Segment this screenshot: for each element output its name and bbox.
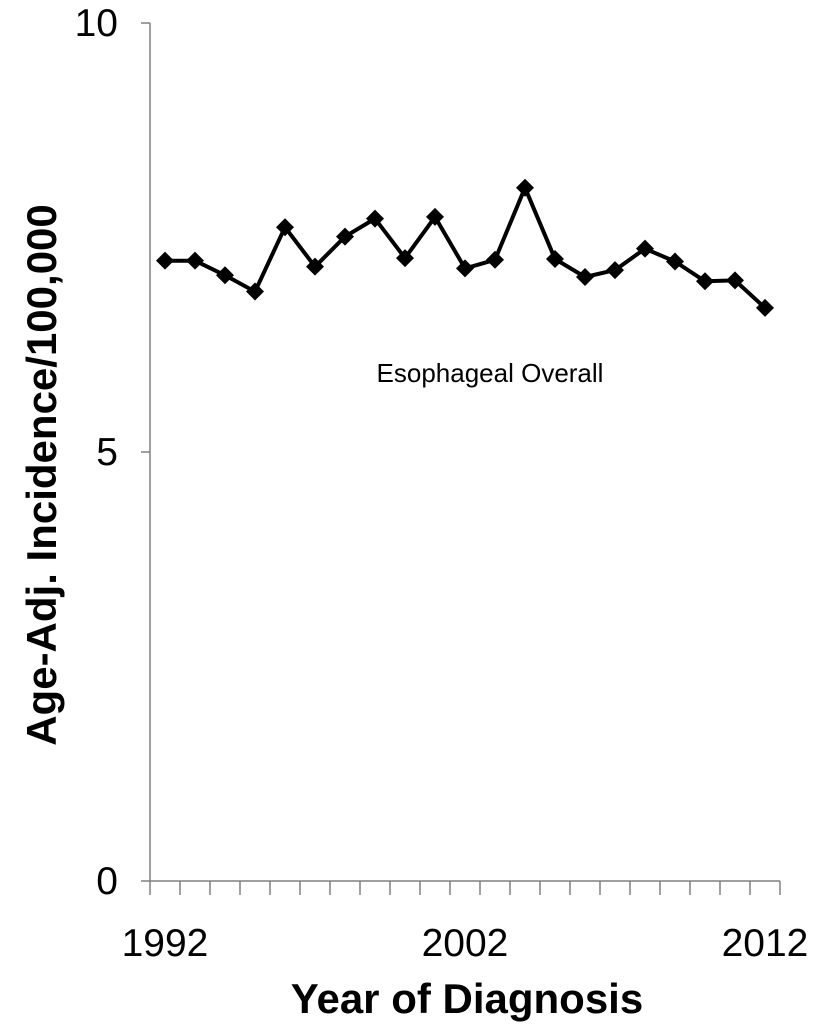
y-tick-label: 10 <box>75 2 118 45</box>
y-tick-label: 5 <box>96 431 118 474</box>
x-tick-label: 2012 <box>722 922 809 965</box>
x-tick-label: 1992 <box>122 922 209 965</box>
data-point-marker <box>156 251 174 270</box>
x-tick-label: 2002 <box>422 922 509 965</box>
data-point-marker <box>576 267 594 286</box>
data-point-marker <box>516 178 534 197</box>
data-point-marker <box>456 259 474 278</box>
data-point-marker <box>366 209 384 228</box>
y-tick-label: 0 <box>96 860 118 903</box>
chart-annotation: Esophageal Overall <box>377 358 604 388</box>
data-point-marker <box>216 266 234 285</box>
data-point-marker <box>606 261 624 280</box>
data-point-marker <box>486 250 504 269</box>
data-point-marker <box>666 252 684 271</box>
data-point-marker <box>336 227 354 246</box>
data-point-marker <box>306 257 324 276</box>
data-point-marker <box>186 251 204 270</box>
data-point-marker <box>636 239 654 258</box>
data-point-marker <box>426 207 444 226</box>
data-point-marker <box>396 249 414 268</box>
data-point-marker <box>726 271 744 290</box>
data-point-marker <box>546 249 564 268</box>
data-point-marker <box>276 218 294 237</box>
y-axis-title: Age-Adj. Incidence/100,000 <box>18 204 65 746</box>
data-point-marker <box>696 272 714 291</box>
data-point-marker <box>246 282 264 301</box>
data-point-marker <box>756 298 774 317</box>
x-axis-title: Year of Diagnosis <box>291 975 643 1022</box>
series-layer <box>156 178 774 317</box>
axes: 0 5 10 1992 2002 2012 <box>75 2 809 965</box>
